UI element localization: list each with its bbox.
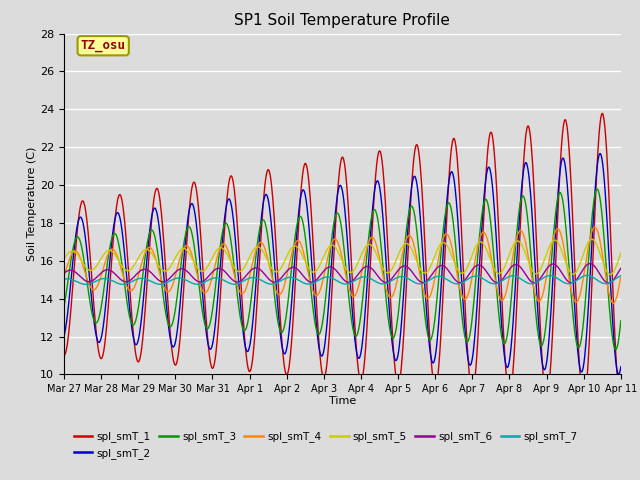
spl_smT_2: [617, 364, 625, 370]
spl_smT_7: [617, 273, 625, 279]
spl_smT_6: [126, 278, 134, 284]
spl_smT_6: [617, 265, 625, 271]
spl_smT_5: [126, 267, 134, 273]
spl_smT_2: [308, 261, 316, 266]
spl_smT_7: [60, 276, 68, 282]
spl_smT_3: [308, 295, 316, 300]
Line: spl_smT_5: spl_smT_5: [64, 239, 621, 275]
spl_smT_4: [617, 273, 625, 279]
spl_smT_4: [296, 240, 304, 246]
spl_smT_1: [60, 353, 68, 359]
spl_smT_2: [126, 307, 134, 313]
Line: spl_smT_3: spl_smT_3: [64, 189, 621, 349]
spl_smT_3: [377, 241, 385, 247]
spl_smT_5: [296, 248, 304, 254]
spl_smT_7: [297, 278, 305, 284]
spl_smT_1: [318, 369, 326, 374]
Line: spl_smT_4: spl_smT_4: [64, 227, 621, 303]
spl_smT_2: [615, 372, 623, 377]
spl_smT_6: [103, 267, 111, 273]
spl_smT_1: [598, 110, 606, 116]
spl_smT_6: [605, 280, 612, 286]
spl_smT_1: [296, 198, 304, 204]
spl_smT_2: [60, 333, 68, 339]
spl_smT_1: [126, 285, 134, 291]
spl_smT_7: [104, 276, 111, 282]
spl_smT_7: [126, 279, 134, 285]
Line: spl_smT_6: spl_smT_6: [64, 264, 621, 283]
spl_smT_4: [377, 262, 385, 268]
spl_smT_5: [308, 269, 316, 275]
spl_smT_7: [583, 273, 591, 278]
spl_smT_4: [318, 282, 326, 288]
spl_smT_3: [60, 304, 68, 310]
spl_smT_1: [308, 218, 316, 224]
spl_smT_2: [377, 193, 385, 199]
spl_smT_6: [308, 279, 316, 285]
spl_smT_2: [103, 288, 111, 293]
spl_smT_5: [607, 272, 614, 277]
spl_smT_3: [296, 214, 304, 219]
spl_smT_4: [103, 253, 111, 259]
spl_smT_3: [612, 347, 620, 352]
spl_smT_5: [588, 236, 596, 242]
spl_smT_3: [593, 186, 601, 192]
Y-axis label: Soil Temperature (C): Soil Temperature (C): [28, 147, 37, 261]
spl_smT_5: [318, 258, 326, 264]
spl_smT_4: [60, 273, 68, 279]
spl_smT_7: [318, 276, 326, 281]
spl_smT_6: [296, 269, 304, 275]
spl_smT_3: [318, 324, 326, 329]
spl_smT_6: [377, 277, 385, 283]
Line: spl_smT_2: spl_smT_2: [64, 154, 621, 374]
spl_smT_5: [103, 248, 111, 254]
spl_smT_5: [377, 262, 385, 267]
Line: spl_smT_7: spl_smT_7: [64, 276, 621, 285]
spl_smT_3: [617, 318, 625, 324]
spl_smT_4: [591, 224, 598, 230]
spl_smT_1: [377, 151, 385, 156]
spl_smT_1: [103, 318, 111, 324]
Legend: spl_smT_1, spl_smT_2, spl_smT_3, spl_smT_4, spl_smT_5, spl_smT_6, spl_smT_7: spl_smT_1, spl_smT_2, spl_smT_3, spl_smT…: [70, 427, 582, 463]
spl_smT_2: [596, 151, 604, 156]
spl_smT_7: [308, 281, 316, 287]
spl_smT_6: [60, 270, 68, 276]
spl_smT_7: [378, 281, 385, 287]
spl_smT_4: [126, 288, 134, 293]
spl_smT_4: [308, 285, 316, 290]
Text: TZ_osu: TZ_osu: [81, 39, 125, 52]
spl_smT_3: [126, 314, 134, 320]
Line: spl_smT_1: spl_smT_1: [64, 113, 621, 404]
spl_smT_5: [60, 256, 68, 262]
spl_smT_2: [296, 197, 304, 203]
spl_smT_3: [103, 263, 111, 268]
spl_smT_7: [82, 282, 90, 288]
spl_smT_5: [617, 250, 625, 256]
spl_smT_4: [609, 300, 617, 306]
Title: SP1 Soil Temperature Profile: SP1 Soil Temperature Profile: [234, 13, 451, 28]
spl_smT_6: [586, 261, 594, 266]
spl_smT_2: [318, 353, 326, 359]
X-axis label: Time: Time: [329, 396, 356, 406]
spl_smT_1: [617, 401, 625, 407]
spl_smT_6: [318, 271, 326, 276]
